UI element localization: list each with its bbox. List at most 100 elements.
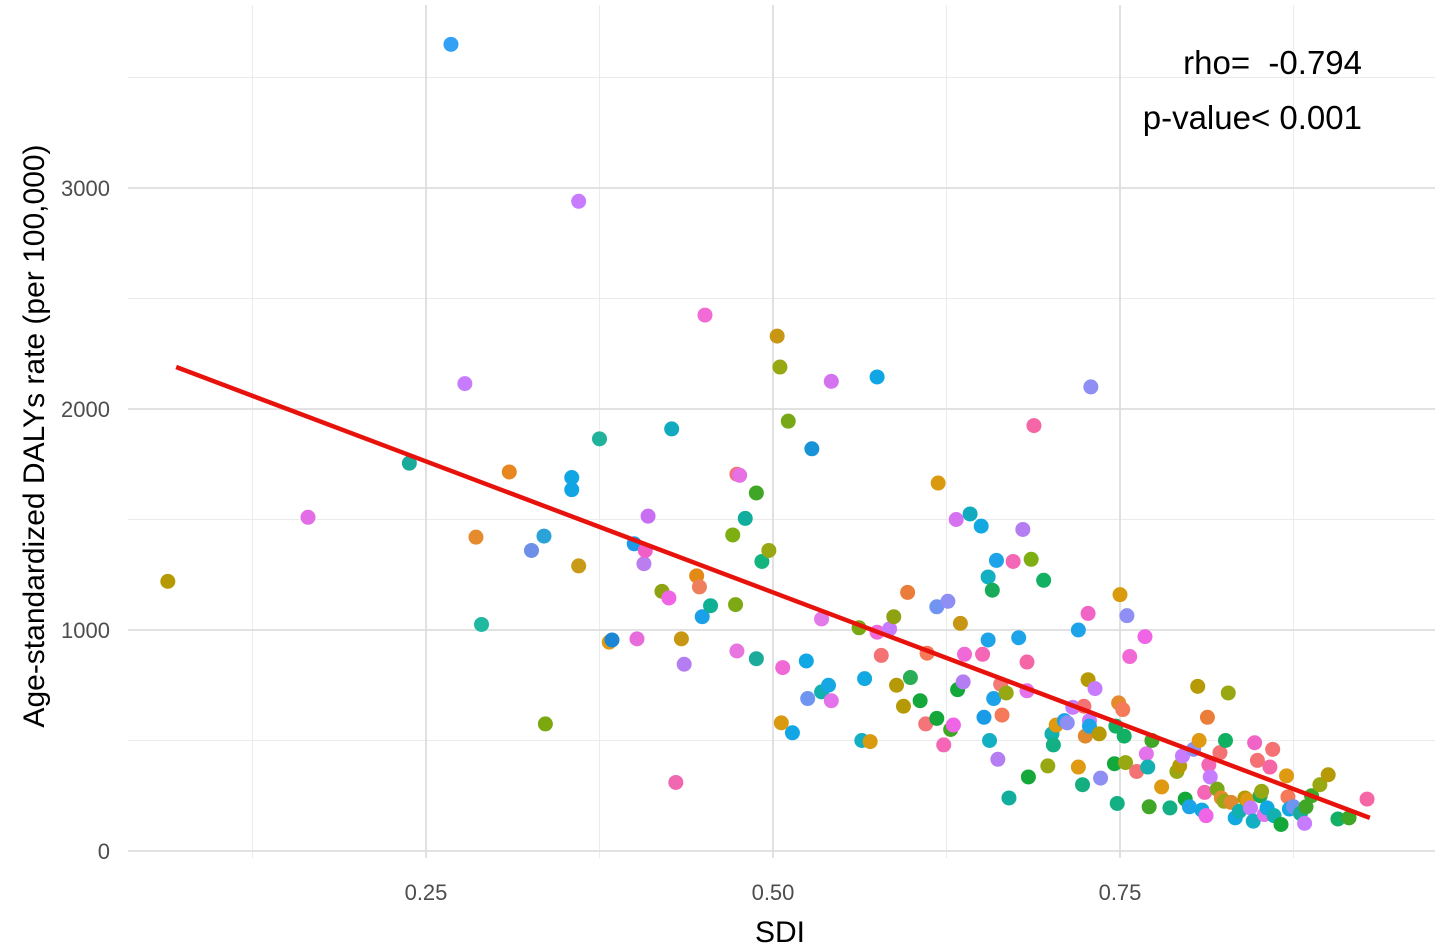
data-point xyxy=(729,643,745,659)
data-point xyxy=(1198,808,1214,824)
data-point xyxy=(804,441,820,457)
data-point xyxy=(773,715,789,731)
data-point xyxy=(784,725,800,741)
data-point xyxy=(769,328,785,344)
tick-labels: 0.25 0.50 0.75 0 1000 2000 3000 xyxy=(61,176,1141,905)
data-point xyxy=(990,751,1006,767)
data-point xyxy=(1026,418,1042,434)
data-point xyxy=(1174,748,1190,764)
data-point xyxy=(988,552,1004,568)
data-point xyxy=(902,670,918,686)
data-point xyxy=(980,569,996,585)
data-point xyxy=(940,593,956,609)
data-point xyxy=(986,691,1002,707)
data-point xyxy=(936,737,952,753)
data-point xyxy=(869,369,885,385)
data-points xyxy=(160,36,1375,832)
y-tick-label: 2000 xyxy=(61,397,110,422)
data-point xyxy=(1245,813,1261,829)
data-point xyxy=(1359,791,1375,807)
data-point xyxy=(1083,379,1099,395)
data-point xyxy=(945,717,961,733)
data-point xyxy=(918,716,934,732)
data-point xyxy=(457,376,473,392)
data-point xyxy=(930,475,946,491)
data-point xyxy=(1109,795,1125,811)
data-point xyxy=(300,509,316,525)
data-point xyxy=(1191,733,1207,748)
data-point xyxy=(1197,784,1213,800)
data-point xyxy=(401,455,417,471)
data-point xyxy=(474,616,490,632)
data-point xyxy=(1181,799,1197,815)
data-point xyxy=(1045,737,1061,753)
data-point xyxy=(664,421,680,437)
data-point xyxy=(537,716,553,732)
data-point xyxy=(1080,605,1096,621)
data-point xyxy=(1220,685,1236,701)
data-point xyxy=(604,632,620,648)
data-point xyxy=(1122,649,1138,665)
data-point xyxy=(1217,733,1233,748)
data-point xyxy=(948,512,964,527)
data-point xyxy=(1070,759,1086,775)
data-point xyxy=(1140,759,1156,775)
data-point xyxy=(975,646,991,662)
data-point xyxy=(775,660,791,676)
data-point xyxy=(886,609,902,625)
data-point xyxy=(982,733,998,748)
data-point xyxy=(976,709,992,725)
y-axis-title: Age-standardized DALYs rate (per 100,000… xyxy=(18,144,51,727)
data-point xyxy=(823,373,839,389)
data-point xyxy=(1297,815,1313,831)
data-point xyxy=(661,590,677,606)
data-point xyxy=(728,597,744,613)
data-point xyxy=(1070,622,1086,638)
data-point xyxy=(725,527,741,543)
data-point xyxy=(571,558,587,574)
data-point xyxy=(1005,553,1021,569)
data-point xyxy=(536,528,552,544)
data-point xyxy=(962,506,978,522)
data-point xyxy=(732,467,748,483)
data-point xyxy=(1091,726,1107,742)
grid xyxy=(128,5,1435,858)
x-tick-label: 0.25 xyxy=(405,880,448,905)
data-point xyxy=(1154,779,1170,795)
data-point xyxy=(1341,810,1357,826)
data-point xyxy=(1262,759,1278,775)
data-point xyxy=(1040,758,1056,774)
data-point xyxy=(1118,755,1134,771)
data-point xyxy=(694,609,710,625)
data-point xyxy=(1075,777,1091,793)
x-tick-label: 0.50 xyxy=(752,880,795,905)
data-point xyxy=(798,653,814,669)
data-point xyxy=(1011,630,1027,646)
data-point xyxy=(640,508,656,524)
data-point xyxy=(857,671,873,687)
data-point xyxy=(929,599,945,615)
data-point xyxy=(571,193,587,209)
data-point xyxy=(468,529,484,545)
data-point xyxy=(1036,572,1052,588)
data-point xyxy=(952,615,968,631)
data-point xyxy=(957,646,973,662)
data-point xyxy=(814,611,830,627)
data-point xyxy=(780,413,796,429)
data-point xyxy=(592,431,607,447)
y-tick-label: 0 xyxy=(98,839,110,864)
data-point xyxy=(1112,587,1128,603)
data-point xyxy=(1279,768,1295,784)
data-point xyxy=(800,691,816,707)
data-point xyxy=(772,359,788,375)
data-point xyxy=(636,556,652,572)
data-point xyxy=(1201,757,1217,773)
data-point xyxy=(889,677,905,693)
data-point xyxy=(501,464,517,480)
pvalue-annotation: p-value< 0.001 xyxy=(1143,99,1362,136)
data-point xyxy=(443,36,459,52)
data-point xyxy=(823,693,839,709)
data-point xyxy=(1001,790,1017,806)
data-point xyxy=(862,734,878,750)
